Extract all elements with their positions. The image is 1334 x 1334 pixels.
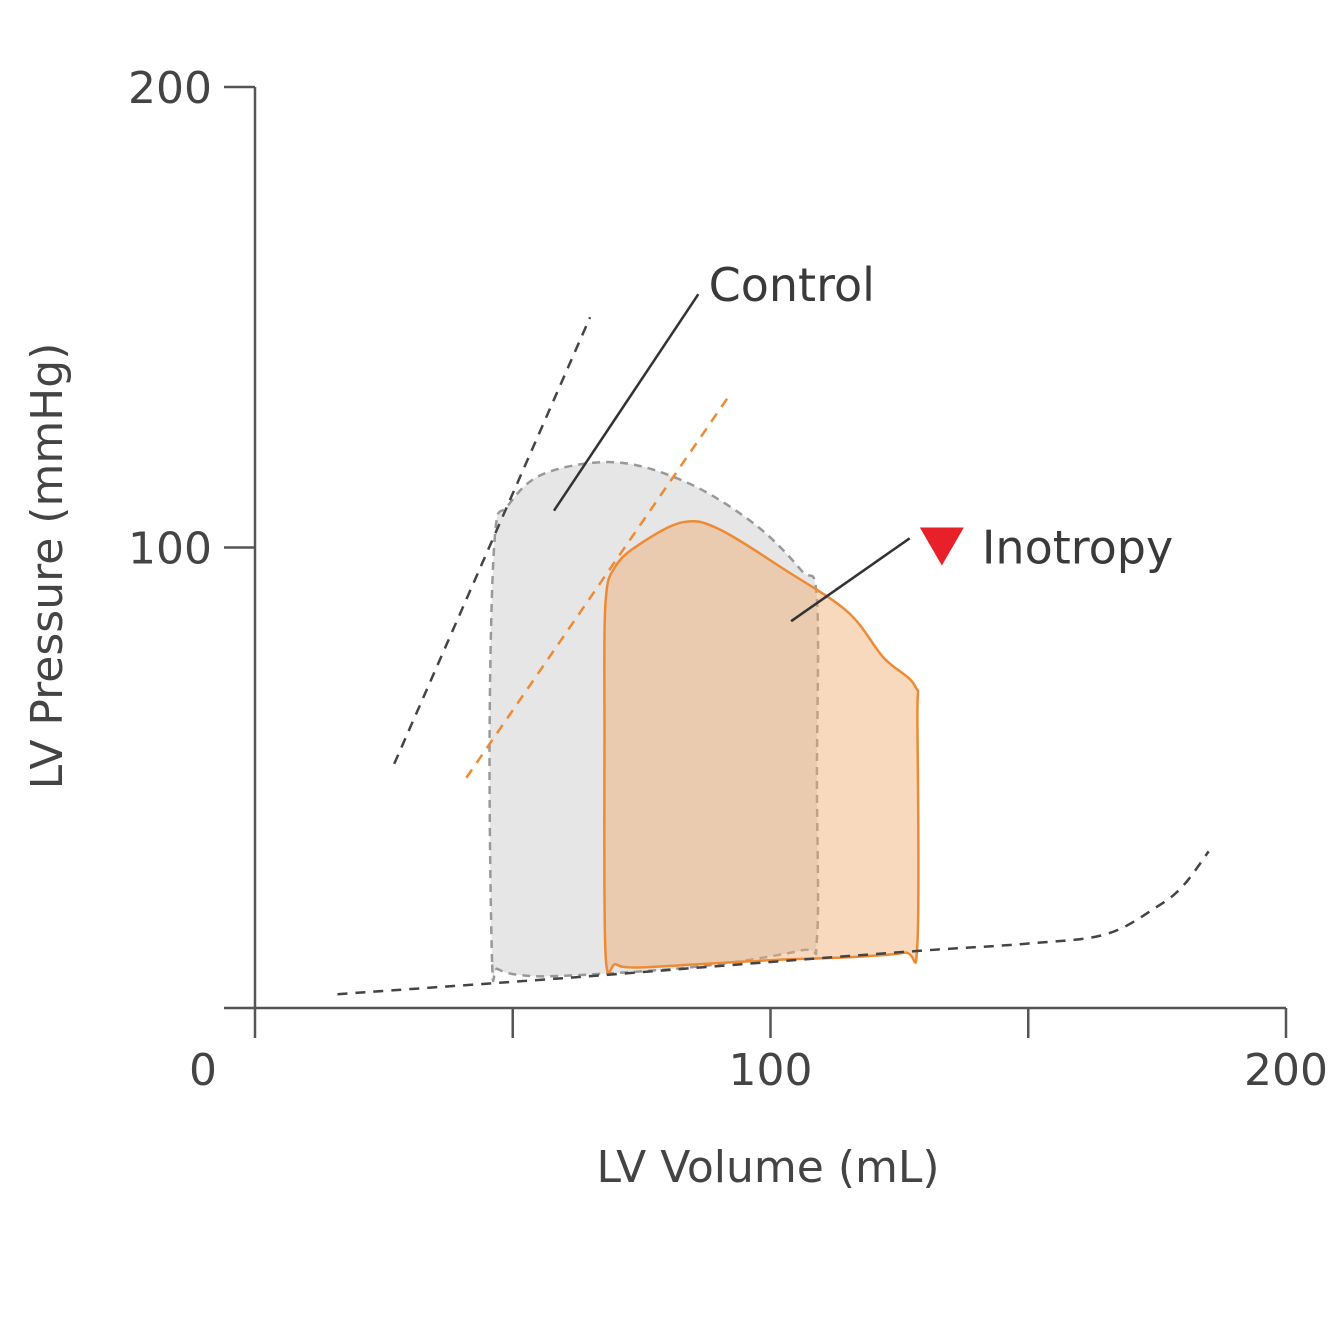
line-espvr-control — [393, 316, 592, 765]
annotations: Control Inotropy — [552, 258, 1173, 623]
x-axis-title: LV Volume (mL) — [596, 1142, 939, 1193]
tick-labels: 0 100 200 100 200 — [128, 63, 1328, 1096]
label-inotropy: Inotropy — [982, 521, 1173, 575]
pv-loops — [488, 460, 920, 983]
loop-inotropy — [603, 519, 920, 974]
x-tick-label: 0 — [189, 1045, 217, 1096]
leader-inotropy — [790, 537, 911, 623]
leader-control — [552, 293, 700, 512]
line-espvr-inotropy — [465, 394, 731, 779]
y-tick-label: 100 — [128, 524, 212, 575]
loop-control — [488, 460, 820, 983]
y-axis-title: LV Pressure (mmHg) — [22, 343, 73, 790]
y-tick-label: 200 — [128, 63, 212, 114]
x-tick-label: 100 — [729, 1045, 813, 1096]
axes — [224, 85, 1288, 1038]
decrease-marker-icon — [919, 527, 964, 566]
curve-edpvr — [337, 850, 1210, 996]
reference-lines — [337, 316, 1210, 996]
label-control: Control — [709, 258, 875, 312]
x-tick-label: 200 — [1244, 1045, 1328, 1096]
